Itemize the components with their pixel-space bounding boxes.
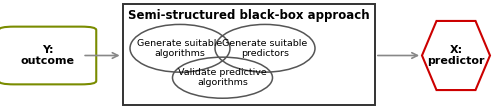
Polygon shape [422,21,490,90]
Text: Y:
outcome: Y: outcome [20,45,74,66]
Text: Generate suitable
algorithms: Generate suitable algorithms [138,39,222,58]
Text: Generate suitable
predictors: Generate suitable predictors [222,39,308,58]
FancyBboxPatch shape [122,4,375,105]
Text: Semi-structured black-box approach: Semi-structured black-box approach [128,9,370,22]
FancyBboxPatch shape [0,27,96,84]
Text: Validate predictive
algorithms: Validate predictive algorithms [178,68,267,87]
Text: X:
predictor: X: predictor [427,45,485,66]
